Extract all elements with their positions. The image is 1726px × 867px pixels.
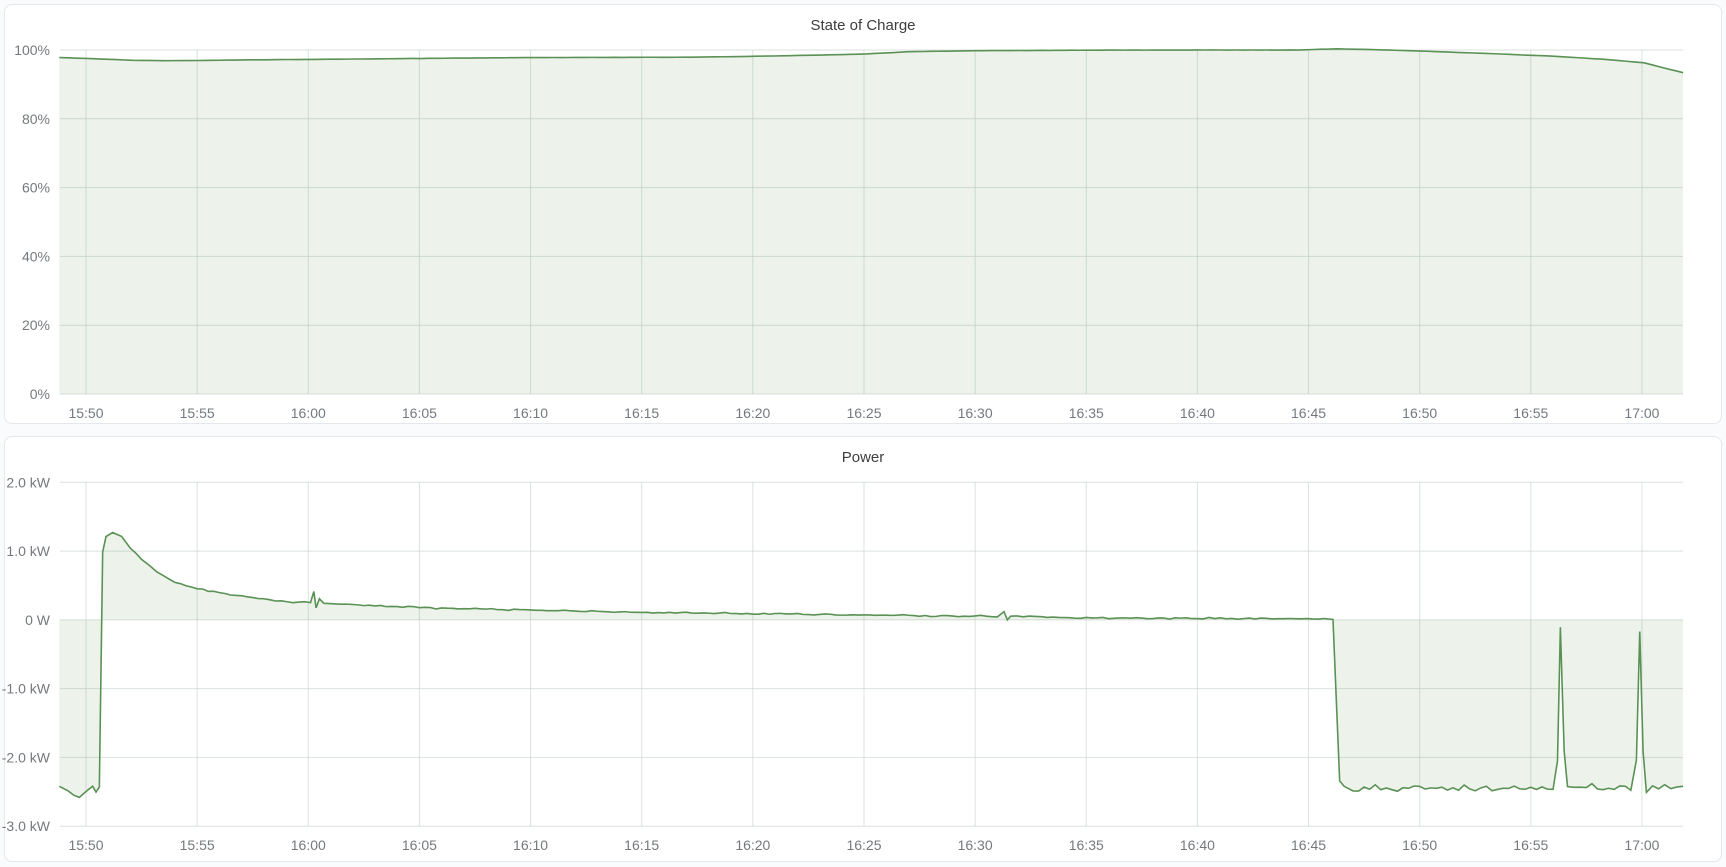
svg-text:16:30: 16:30 — [958, 837, 993, 853]
svg-text:-3.0 kW: -3.0 kW — [2, 818, 51, 834]
svg-text:17:00: 17:00 — [1624, 837, 1659, 853]
svg-text:2.0 kW: 2.0 kW — [6, 474, 50, 490]
svg-text:16:15: 16:15 — [624, 837, 659, 853]
svg-text:16:35: 16:35 — [1069, 837, 1104, 853]
svg-text:16:10: 16:10 — [513, 405, 548, 421]
svg-text:16:45: 16:45 — [1291, 405, 1326, 421]
svg-text:16:00: 16:00 — [291, 837, 326, 853]
svg-text:20%: 20% — [22, 317, 50, 333]
svg-text:15:50: 15:50 — [68, 405, 103, 421]
svg-text:-2.0 kW: -2.0 kW — [2, 749, 51, 765]
svg-text:16:20: 16:20 — [735, 837, 770, 853]
svg-text:16:30: 16:30 — [958, 405, 993, 421]
svg-text:80%: 80% — [22, 111, 50, 127]
svg-text:15:50: 15:50 — [68, 837, 103, 853]
svg-text:1.0 kW: 1.0 kW — [6, 543, 50, 559]
svg-text:16:05: 16:05 — [402, 837, 437, 853]
svg-text:16:15: 16:15 — [624, 405, 659, 421]
svg-text:16:20: 16:20 — [735, 405, 770, 421]
svg-text:16:40: 16:40 — [1180, 405, 1215, 421]
svg-text:15:55: 15:55 — [180, 405, 215, 421]
svg-text:40%: 40% — [22, 248, 50, 264]
svg-text:16:05: 16:05 — [402, 405, 437, 421]
svg-text:0 W: 0 W — [25, 612, 51, 628]
svg-text:15:55: 15:55 — [180, 837, 215, 853]
svg-text:16:10: 16:10 — [513, 837, 548, 853]
svg-text:16:50: 16:50 — [1402, 837, 1437, 853]
svg-text:16:00: 16:00 — [291, 405, 326, 421]
svg-text:16:35: 16:35 — [1069, 405, 1104, 421]
svg-text:16:55: 16:55 — [1513, 837, 1548, 853]
svg-text:-1.0 kW: -1.0 kW — [2, 681, 51, 697]
svg-text:16:55: 16:55 — [1513, 405, 1548, 421]
svg-text:16:45: 16:45 — [1291, 837, 1326, 853]
svg-text:60%: 60% — [22, 180, 50, 196]
svg-text:16:25: 16:25 — [846, 837, 881, 853]
svg-text:17:00: 17:00 — [1624, 405, 1659, 421]
svg-text:16:50: 16:50 — [1402, 405, 1437, 421]
svg-text:0%: 0% — [30, 386, 50, 402]
svg-text:16:40: 16:40 — [1180, 837, 1215, 853]
svg-text:16:25: 16:25 — [846, 405, 881, 421]
svg-text:100%: 100% — [14, 42, 50, 58]
